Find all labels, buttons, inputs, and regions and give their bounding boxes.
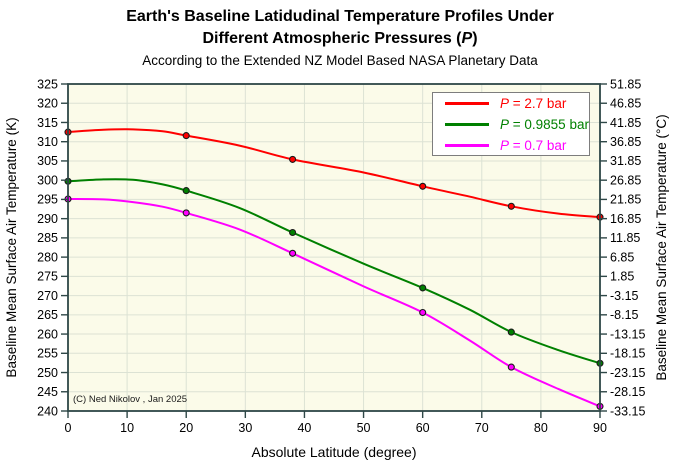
y-axis-left-title: Baseline Mean Surface Air Temperature (K… <box>4 117 19 377</box>
y-right-tick-label: -13.15 <box>610 327 645 341</box>
plot-frame <box>67 83 601 412</box>
legend-label: P = 0.7 bar <box>500 138 566 153</box>
data-point <box>507 202 515 210</box>
data-point <box>289 155 297 163</box>
y-right-tick-label: -28.15 <box>610 385 645 399</box>
legend-pressure-symbol: P <box>500 95 510 111</box>
y-axis-right-title: Baseline Mean Surface Air Temperature (°… <box>654 114 669 380</box>
y-left-tick-label: 270 <box>37 289 58 303</box>
x-tick-label: 50 <box>357 421 371 435</box>
data-point <box>182 132 190 140</box>
y-left-tick-label: 285 <box>37 231 58 245</box>
data-point <box>182 209 190 217</box>
legend-pressure-symbol: P <box>500 116 510 132</box>
legend-value-text: = 2.7 bar <box>509 95 567 111</box>
chart-subtitle: According to the Extended NZ Model Based… <box>142 53 538 68</box>
chart-title-line2: Different Atmospheric Pressures (P) <box>0 28 680 50</box>
y-left-tick-label: 260 <box>37 327 58 341</box>
x-tick-label: 90 <box>593 421 607 435</box>
y-right-tick-label: -23.15 <box>610 366 645 380</box>
y-left-tick-label: 245 <box>37 385 58 399</box>
legend-value-text: = 0.9855 bar <box>509 116 589 132</box>
chart-title-line2-text: Different Atmospheric Pressures ( <box>202 30 462 47</box>
legend-line-sample-icon <box>445 143 489 147</box>
data-point <box>419 308 427 317</box>
x-tick-label: 30 <box>238 421 252 435</box>
y-right-tick-label: 41.85 <box>610 116 641 130</box>
copyright-annotation: (C) Ned Nikolov , Jan 2025 <box>73 394 188 405</box>
y-right-tick-label: -8.15 <box>610 308 639 322</box>
x-tick-label: 70 <box>475 421 489 435</box>
data-point <box>419 182 427 190</box>
x-axis-title: Absolute Latitude (degree) <box>252 444 417 460</box>
legend-item-p-0.7-bar: P = 0.7 bar <box>445 136 589 155</box>
x-tick-label: 0 <box>65 421 72 435</box>
legend-pressure-symbol: P <box>500 137 510 153</box>
legend-item-p-0.9855-bar: P = 0.9855 bar <box>445 115 589 134</box>
y-left-tick-label: 310 <box>37 135 58 149</box>
y-right-tick-label: 11.85 <box>610 231 640 245</box>
y-right-tick-label: 31.85 <box>610 154 641 168</box>
legend-line-sample-icon <box>445 101 489 105</box>
y-left-tick-label: 280 <box>37 250 58 264</box>
y-left-tick-label: 315 <box>37 116 58 130</box>
data-point <box>182 187 190 195</box>
y-left-tick-label: 300 <box>37 173 58 187</box>
x-tick-label: 20 <box>179 421 193 435</box>
y-right-tick-label: 6.85 <box>610 250 634 264</box>
y-right-tick-label: 1.85 <box>610 270 634 284</box>
y-left-tick-label: 255 <box>37 347 58 361</box>
y-left-tick-label: 305 <box>37 154 58 168</box>
y-left-tick-label: 290 <box>37 212 58 226</box>
y-right-tick-label: 36.85 <box>610 135 641 149</box>
legend-value-text: = 0.7 bar <box>509 137 567 153</box>
y-left-tick-label: 295 <box>37 193 58 207</box>
chart-header: Earth's Baseline Latidudinal Temperature… <box>0 6 680 70</box>
y-right-tick-label: 26.85 <box>610 173 641 187</box>
axis-tick-labels: 240 -33.15 245 -28.15 250 -23.15 255 -18.15 260 -… <box>37 77 645 435</box>
x-tick-label: 40 <box>297 421 311 435</box>
y-right-tick-label: -33.15 <box>610 404 645 418</box>
legend-line-sample-icon <box>445 122 489 126</box>
y-right-tick-label: 16.85 <box>610 212 641 226</box>
chart-title-line2-close: ) <box>472 30 478 47</box>
y-right-tick-label: -3.15 <box>610 289 639 303</box>
y-left-tick-label: 325 <box>37 77 58 91</box>
y-right-tick-label: -18.15 <box>610 347 645 361</box>
series-markers-p-2.7-bar <box>64 128 604 221</box>
x-tick-label: 80 <box>534 421 548 435</box>
chart-title-pressure-symbol: P <box>461 30 473 47</box>
legend-item-p-2.7-bar: P = 2.7 bar <box>445 94 589 113</box>
data-point <box>289 249 297 257</box>
data-point <box>289 228 297 237</box>
y-left-tick-label: 240 <box>37 404 58 418</box>
y-left-tick-label: 275 <box>37 270 58 284</box>
axis-ticks <box>61 83 607 418</box>
x-tick-label: 60 <box>416 421 430 435</box>
y-right-tick-label: 21.85 <box>610 193 641 207</box>
y-right-tick-label: 46.85 <box>610 97 641 111</box>
legend-box: P = 2.7 bar P = 0.9855 bar P = 0.7 bar <box>432 92 590 156</box>
chart-title-line1: Earth's Baseline Latidudinal Temperature… <box>126 8 554 25</box>
y-left-tick-label: 250 <box>37 366 58 380</box>
x-tick-label: 10 <box>120 421 134 435</box>
y-right-tick-label: 51.85 <box>610 77 641 91</box>
y-left-tick-label: 320 <box>37 97 58 111</box>
legend-label: P = 2.7 bar <box>500 96 566 111</box>
data-point <box>419 284 427 292</box>
data-point <box>507 363 515 371</box>
legend-label: P = 0.9855 bar <box>500 117 589 132</box>
data-point <box>507 328 515 336</box>
y-left-tick-label: 265 <box>37 308 58 322</box>
